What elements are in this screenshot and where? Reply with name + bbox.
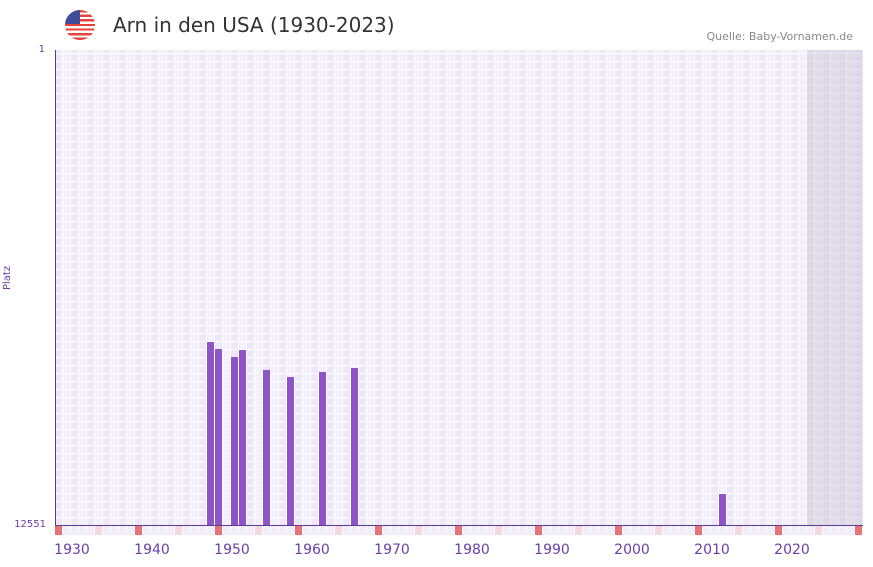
x-tick-label: 1930 <box>54 542 90 558</box>
incomplete-data-shade <box>807 50 863 525</box>
bar-1948[interactable] <box>215 348 222 525</box>
x-tick-label: 1940 <box>134 542 170 558</box>
bar-1965[interactable] <box>351 368 358 525</box>
decade-marker <box>375 526 382 535</box>
decade-marker <box>55 526 62 535</box>
plot-area <box>55 50 863 525</box>
decade-marker <box>95 526 102 535</box>
decade-marker <box>655 526 662 535</box>
decade-marker <box>495 526 502 535</box>
decade-marker <box>855 526 862 535</box>
x-tick-label: 2010 <box>694 542 730 558</box>
x-tick-label: 2000 <box>614 542 650 558</box>
x-tick-label: 2020 <box>774 542 810 558</box>
source-label: Quelle: Baby-Vornamen.de <box>706 30 853 43</box>
bar-1957[interactable] <box>287 376 294 525</box>
us-flag-icon <box>65 10 95 40</box>
decade-marker <box>135 526 142 535</box>
chart-title: Arn in den USA (1930-2023) <box>113 13 395 37</box>
bar-1950[interactable] <box>231 356 238 525</box>
decade-marker <box>815 526 822 535</box>
decade-marker <box>615 526 622 535</box>
decade-marker <box>575 526 582 535</box>
x-tick-label: 1990 <box>534 542 570 558</box>
bar-1947[interactable] <box>207 341 214 525</box>
x-tick-label: 1960 <box>294 542 330 558</box>
x-tick-label: 1980 <box>454 542 490 558</box>
decade-marker <box>255 526 262 535</box>
y-tick-top: 1 <box>38 44 45 55</box>
bar-1954[interactable] <box>263 369 270 525</box>
x-axis <box>55 525 863 526</box>
y-tick-bottom: 12551 <box>14 519 46 530</box>
bar-1951[interactable] <box>239 349 246 525</box>
x-tick-label: 1970 <box>374 542 410 558</box>
bar-1961[interactable] <box>319 371 326 525</box>
decade-marker <box>295 526 302 535</box>
y-axis <box>55 50 56 525</box>
bar-2011[interactable] <box>719 494 726 525</box>
decade-marker <box>535 526 542 535</box>
y-axis-label: Platz <box>2 265 13 290</box>
x-tick-label: 1950 <box>214 542 250 558</box>
decade-marker <box>695 526 702 535</box>
decade-marker <box>775 526 782 535</box>
decade-marker <box>455 526 462 535</box>
decade-marker <box>335 526 342 535</box>
decade-marker <box>175 526 182 535</box>
decade-marker <box>415 526 422 535</box>
decade-marker <box>215 526 222 535</box>
decade-marker <box>735 526 742 535</box>
